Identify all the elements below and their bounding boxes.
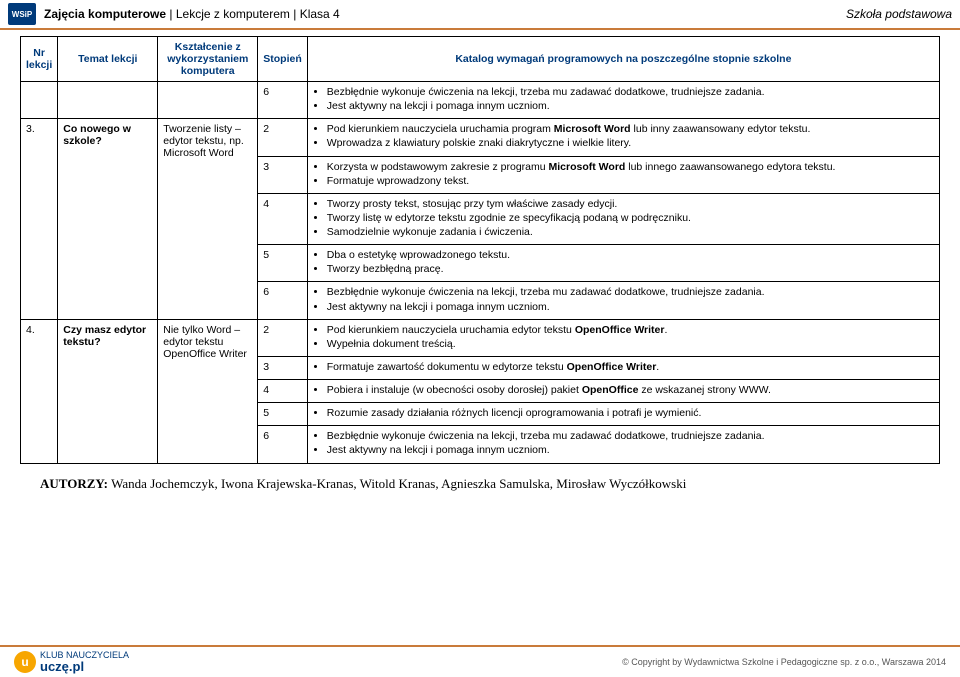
breadcrumb-subject: Zajęcia komputerowe	[44, 7, 166, 21]
col-header-kszt: Kształcenie z wykorzystaniem komputera	[158, 37, 258, 82]
requirements-list: Dba o estetykę wprowadzonego tekstu.Twor…	[327, 249, 934, 276]
requirements-list: Pod kierunkiem nauczyciela uruchamia pro…	[327, 123, 934, 150]
requirement-item: Bezbłędnie wykonuje ćwiczenia na lekcji,…	[327, 286, 934, 299]
requirement-item: Jest aktywny na lekcji i pomaga innym uc…	[327, 444, 934, 457]
requirement-item: Formatuje zawartość dokumentu w edytorze…	[327, 361, 934, 374]
breadcrumb-grade: Klasa 4	[300, 7, 340, 21]
header-breadcrumb: Zajęcia komputerowe | Lekcje z komputere…	[44, 7, 846, 21]
cell-requirements: Bezbłędnie wykonuje ćwiczenia na lekcji,…	[307, 282, 939, 319]
requirements-list: Pod kierunkiem nauczyciela uruchamia edy…	[327, 324, 934, 351]
requirement-item: Wprowadza z klawiatury polskie znaki dia…	[327, 137, 934, 150]
requirement-item: Wypełnia dokument treścią.	[327, 338, 934, 351]
cell-nr: 4.	[21, 319, 58, 463]
cell-stopien: 6	[258, 282, 308, 319]
table-row: 4.Czy masz edytor tekstu?Nie tylko Word …	[21, 319, 940, 356]
table-header-row: Nr lekcji Temat lekcji Kształcenie z wyk…	[21, 37, 940, 82]
cell-temat: Co nowego w szkole?	[58, 119, 158, 319]
requirement-item: Bezbłędnie wykonuje ćwiczenia na lekcji,…	[327, 430, 934, 443]
curriculum-table: Nr lekcji Temat lekcji Kształcenie z wyk…	[20, 36, 940, 464]
requirements-list: Bezbłędnie wykonuje ćwiczenia na lekcji,…	[327, 430, 934, 457]
table-row: 3.Co nowego w szkole?Tworzenie listy – e…	[21, 119, 940, 156]
requirement-item: Tworzy listę w edytorze tekstu zgodnie z…	[327, 212, 934, 225]
requirement-item: Pobiera i instaluje (w obecności osoby d…	[327, 384, 934, 397]
cell-stopien: 3	[258, 356, 308, 379]
requirement-item: Tworzy bezbłędną pracę.	[327, 263, 934, 276]
footer-logo: u KLUB NAUCZYCIELA uczę.pl	[14, 651, 129, 673]
requirement-item: Pod kierunkiem nauczyciela uruchamia pro…	[327, 123, 934, 136]
requirements-list: Bezbłędnie wykonuje ćwiczenia na lekcji,…	[327, 286, 934, 313]
requirements-list: Pobiera i instaluje (w obecności osoby d…	[327, 384, 934, 397]
cell-requirements: Pod kierunkiem nauczyciela uruchamia edy…	[307, 319, 939, 356]
cell-requirements: Bezbłędnie wykonuje ćwiczenia na lekcji,…	[307, 82, 939, 119]
col-header-temat: Temat lekcji	[58, 37, 158, 82]
cell-stopien: 6	[258, 82, 308, 119]
authors-label: AUTORZY:	[40, 476, 111, 491]
requirements-list: Korzysta w podstawowym zakresie z progra…	[327, 161, 934, 188]
cell-stopien: 3	[258, 156, 308, 193]
cell-nr	[21, 82, 58, 119]
cell-ksztalcenie: Tworzenie listy – edytor tekstu, np. Mic…	[158, 119, 258, 319]
requirement-item: Korzysta w podstawowym zakresie z progra…	[327, 161, 934, 174]
cell-ksztalcenie	[158, 82, 258, 119]
col-header-stopien: Stopień	[258, 37, 308, 82]
cell-requirements: Pobiera i instaluje (w obecności osoby d…	[307, 380, 939, 403]
cell-requirements: Tworzy prosty tekst, stosując przy tym w…	[307, 193, 939, 244]
page-header: WSiP Zajęcia komputerowe | Lekcje z komp…	[0, 0, 960, 30]
requirement-item: Pod kierunkiem nauczyciela uruchamia edy…	[327, 324, 934, 337]
breadcrumb-course: Lekcje z komputerem	[176, 7, 290, 21]
requirements-list: Tworzy prosty tekst, stosując przy tym w…	[327, 198, 934, 239]
footer-logo-line2: uczę.pl	[40, 660, 129, 673]
cell-requirements: Bezbłędnie wykonuje ćwiczenia na lekcji,…	[307, 426, 939, 463]
header-school-level: Szkoła podstawowa	[846, 7, 952, 21]
cell-stopien: 5	[258, 403, 308, 426]
requirement-item: Tworzy prosty tekst, stosując przy tym w…	[327, 198, 934, 211]
content-area: Nr lekcji Temat lekcji Kształcenie z wyk…	[0, 30, 960, 492]
cell-stopien: 6	[258, 426, 308, 463]
cell-temat: Czy masz edytor tekstu?	[58, 319, 158, 463]
authors-names: Wanda Jochemczyk, Iwona Krajewska-Kranas…	[111, 476, 686, 491]
cell-requirements: Pod kierunkiem nauczyciela uruchamia pro…	[307, 119, 939, 156]
cell-requirements: Rozumie zasady działania różnych licencj…	[307, 403, 939, 426]
requirements-list: Rozumie zasady działania różnych licencj…	[327, 407, 934, 420]
cell-requirements: Formatuje zawartość dokumentu w edytorze…	[307, 356, 939, 379]
cell-stopien: 5	[258, 245, 308, 282]
page-footer: u KLUB NAUCZYCIELA uczę.pl © Copyright b…	[0, 645, 960, 677]
cell-ksztalcenie: Nie tylko Word – edytor tekstu OpenOffic…	[158, 319, 258, 463]
cell-requirements: Dba o estetykę wprowadzonego tekstu.Twor…	[307, 245, 939, 282]
requirement-item: Jest aktywny na lekcji i pomaga innym uc…	[327, 100, 934, 113]
table-row: 6 Bezbłędnie wykonuje ćwiczenia na lekcji…	[21, 82, 940, 119]
cell-temat	[58, 82, 158, 119]
cell-nr: 3.	[21, 119, 58, 319]
cell-stopien: 4	[258, 193, 308, 244]
requirement-item: Formatuje wprowadzony tekst.	[327, 175, 934, 188]
requirement-item: Dba o estetykę wprowadzonego tekstu.	[327, 249, 934, 262]
footer-copyright: © Copyright by Wydawnictwa Szkolne i Ped…	[622, 657, 946, 667]
cell-requirements: Korzysta w podstawowym zakresie z progra…	[307, 156, 939, 193]
col-header-nr: Nr lekcji	[21, 37, 58, 82]
publisher-logo: WSiP	[8, 3, 36, 25]
requirements-list: Bezbłędnie wykonuje ćwiczenia na lekcji,…	[327, 86, 934, 113]
col-header-katalog: Katalog wymagań programowych na poszczeg…	[307, 37, 939, 82]
requirements-list: Formatuje zawartość dokumentu w edytorze…	[327, 361, 934, 374]
footer-logo-icon: u	[14, 651, 36, 673]
cell-stopien: 2	[258, 119, 308, 156]
requirement-item: Jest aktywny na lekcji i pomaga innym uc…	[327, 301, 934, 314]
authors-line: AUTORZY: Wanda Jochemczyk, Iwona Krajews…	[20, 476, 940, 492]
cell-stopien: 4	[258, 380, 308, 403]
requirement-item: Samodzielnie wykonuje zadania i ćwiczeni…	[327, 226, 934, 239]
requirement-item: Rozumie zasady działania różnych licencj…	[327, 407, 934, 420]
requirement-item: Bezbłędnie wykonuje ćwiczenia na lekcji,…	[327, 86, 934, 99]
footer-logo-text: KLUB NAUCZYCIELA uczę.pl	[40, 651, 129, 673]
cell-stopien: 2	[258, 319, 308, 356]
